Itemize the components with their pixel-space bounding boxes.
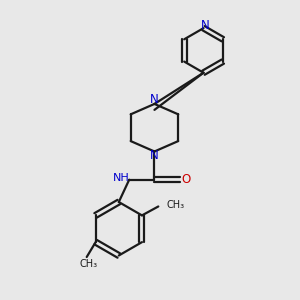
Text: N: N [149, 149, 158, 162]
Text: N: N [149, 93, 158, 106]
Text: O: O [182, 173, 191, 186]
Text: N: N [201, 19, 209, 32]
Text: NH: NH [112, 173, 129, 183]
Text: CH₃: CH₃ [167, 200, 185, 210]
Text: CH₃: CH₃ [79, 259, 97, 269]
